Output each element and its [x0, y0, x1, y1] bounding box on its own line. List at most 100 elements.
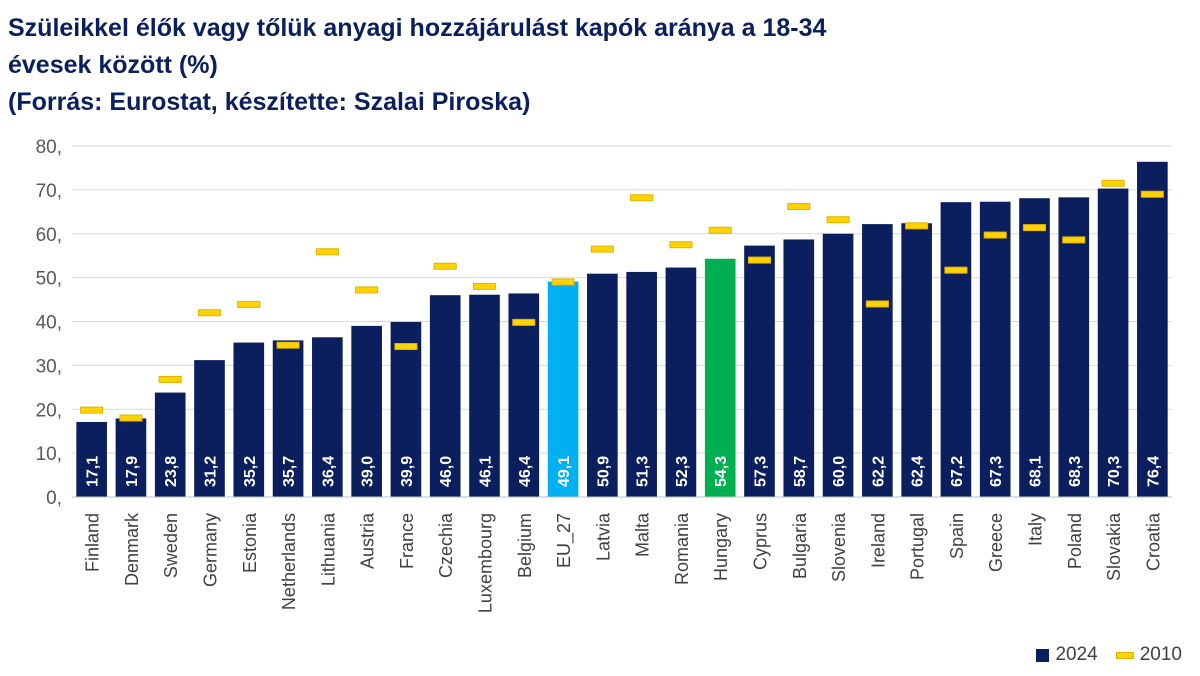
title-line-1: Szüleikkel élők vagy tőlük anyagi hozzáj… — [8, 14, 827, 42]
bar-2024 — [822, 233, 854, 497]
marker-2010 — [865, 300, 889, 308]
data-label: 70,3 — [1106, 456, 1123, 487]
bar-2024 — [547, 281, 579, 497]
category-label: Latvia — [593, 512, 613, 561]
data-label: 60,0 — [831, 456, 848, 487]
bar-2024 — [1058, 197, 1090, 498]
category-label: Spain — [947, 513, 967, 559]
category-label: Romania — [672, 512, 692, 585]
marker-2010 — [80, 406, 104, 414]
marker-2010 — [905, 222, 929, 230]
data-label: 62,2 — [870, 456, 887, 487]
title-line-2: évesek között (%) — [8, 51, 218, 79]
bar-2024 — [862, 224, 893, 497]
marker-2010 — [747, 256, 772, 264]
data-label: 35,7 — [281, 456, 298, 487]
marker-2010 — [315, 248, 339, 256]
bar-2024 — [272, 340, 304, 497]
data-label: 35,2 — [242, 456, 259, 487]
marker-2010 — [472, 282, 497, 290]
marker-2010 — [983, 231, 1007, 239]
data-label: 49,1 — [556, 456, 573, 487]
bar-2024 — [665, 267, 697, 497]
bar-2024 — [508, 293, 540, 497]
legend-item-2024: 2024 — [1036, 644, 1098, 666]
category-label: Bulgaria — [790, 512, 810, 579]
category-label: Italy — [1026, 513, 1046, 546]
bar-2024 — [587, 273, 618, 497]
bar-2024 — [626, 271, 657, 497]
data-label: 62,4 — [910, 456, 927, 487]
marker-2010 — [158, 375, 182, 383]
category-label: Croatia — [1143, 512, 1163, 571]
category-label: Slovenia — [829, 512, 849, 582]
marker-2010 — [826, 216, 850, 224]
marker-2010 — [276, 341, 300, 349]
marker-2010 — [237, 300, 261, 308]
category-label: Germany — [201, 513, 221, 587]
bar-2024 — [979, 201, 1011, 497]
marker-2010 — [394, 343, 418, 351]
chart-title: Szüleikkel élők vagy tőlük anyagi hozzáj… — [8, 10, 1188, 121]
data-label: 67,2 — [949, 456, 966, 487]
category-label: Austria — [358, 512, 378, 569]
category-label: Finland — [83, 513, 103, 572]
marker-2010 — [1140, 190, 1164, 198]
y-tick-label: 40, — [36, 313, 62, 334]
category-label: Denmark — [122, 512, 142, 586]
data-label: 68,3 — [1067, 456, 1084, 487]
marker-2010 — [708, 226, 732, 234]
marker-2010 — [1062, 236, 1086, 244]
category-label: Netherlands — [279, 513, 299, 610]
data-label: 50,9 — [595, 456, 612, 487]
marker-2010 — [590, 245, 614, 253]
marker-2010 — [1101, 179, 1125, 187]
data-label: 17,1 — [85, 456, 102, 487]
bar-2024 — [704, 258, 736, 497]
marker-2010 — [355, 286, 379, 294]
legend-swatch-2024 — [1036, 648, 1050, 662]
category-label: Luxembourg — [476, 513, 496, 613]
category-label: Poland — [1065, 513, 1085, 569]
marker-2010 — [944, 266, 968, 274]
bar-2024 — [744, 245, 775, 497]
data-label: 46,0 — [438, 456, 455, 487]
data-label: 67,3 — [988, 456, 1005, 487]
marker-2010 — [787, 203, 811, 211]
y-tick-label: 80, — [36, 137, 62, 158]
data-label: 54,3 — [713, 456, 730, 487]
data-label: 51,3 — [635, 456, 652, 487]
bar-2024 — [194, 360, 225, 497]
category-label: Portugal — [908, 513, 928, 580]
legend-label-2024: 2024 — [1055, 644, 1098, 665]
data-label: 46,4 — [517, 456, 534, 487]
category-label: Sweden — [161, 513, 181, 578]
category-label: Czechia — [436, 512, 456, 578]
bar-2024 — [312, 337, 343, 497]
legend-label-2010: 2010 — [1139, 644, 1182, 665]
y-tick-label: 60, — [36, 225, 62, 246]
category-label: Slovakia — [1104, 512, 1124, 581]
y-tick-label: 50, — [36, 269, 62, 290]
y-tick-label: 30, — [36, 356, 62, 377]
data-label: 46,1 — [478, 456, 495, 487]
marker-2010 — [669, 241, 693, 249]
data-label: 68,1 — [1028, 456, 1045, 487]
y-tick-label: 0, — [46, 488, 62, 509]
category-label: Belgium — [515, 513, 535, 578]
bar-2024 — [154, 392, 186, 497]
bar-2024 — [783, 239, 815, 498]
category-label: EU_27 — [554, 513, 575, 568]
marker-2010 — [197, 309, 222, 317]
bar-2024 — [1137, 161, 1168, 498]
category-label: Estonia — [240, 512, 260, 573]
bar-2024 — [1019, 198, 1050, 497]
bar-2024 — [469, 294, 500, 497]
category-label: Cyprus — [751, 513, 771, 570]
category-label: Lithuania — [318, 512, 338, 586]
data-label: 36,4 — [320, 456, 337, 487]
category-label: Ireland — [868, 513, 888, 568]
bar-2024 — [390, 321, 422, 497]
data-label: 31,2 — [203, 456, 220, 487]
bar-2024 — [940, 202, 972, 497]
